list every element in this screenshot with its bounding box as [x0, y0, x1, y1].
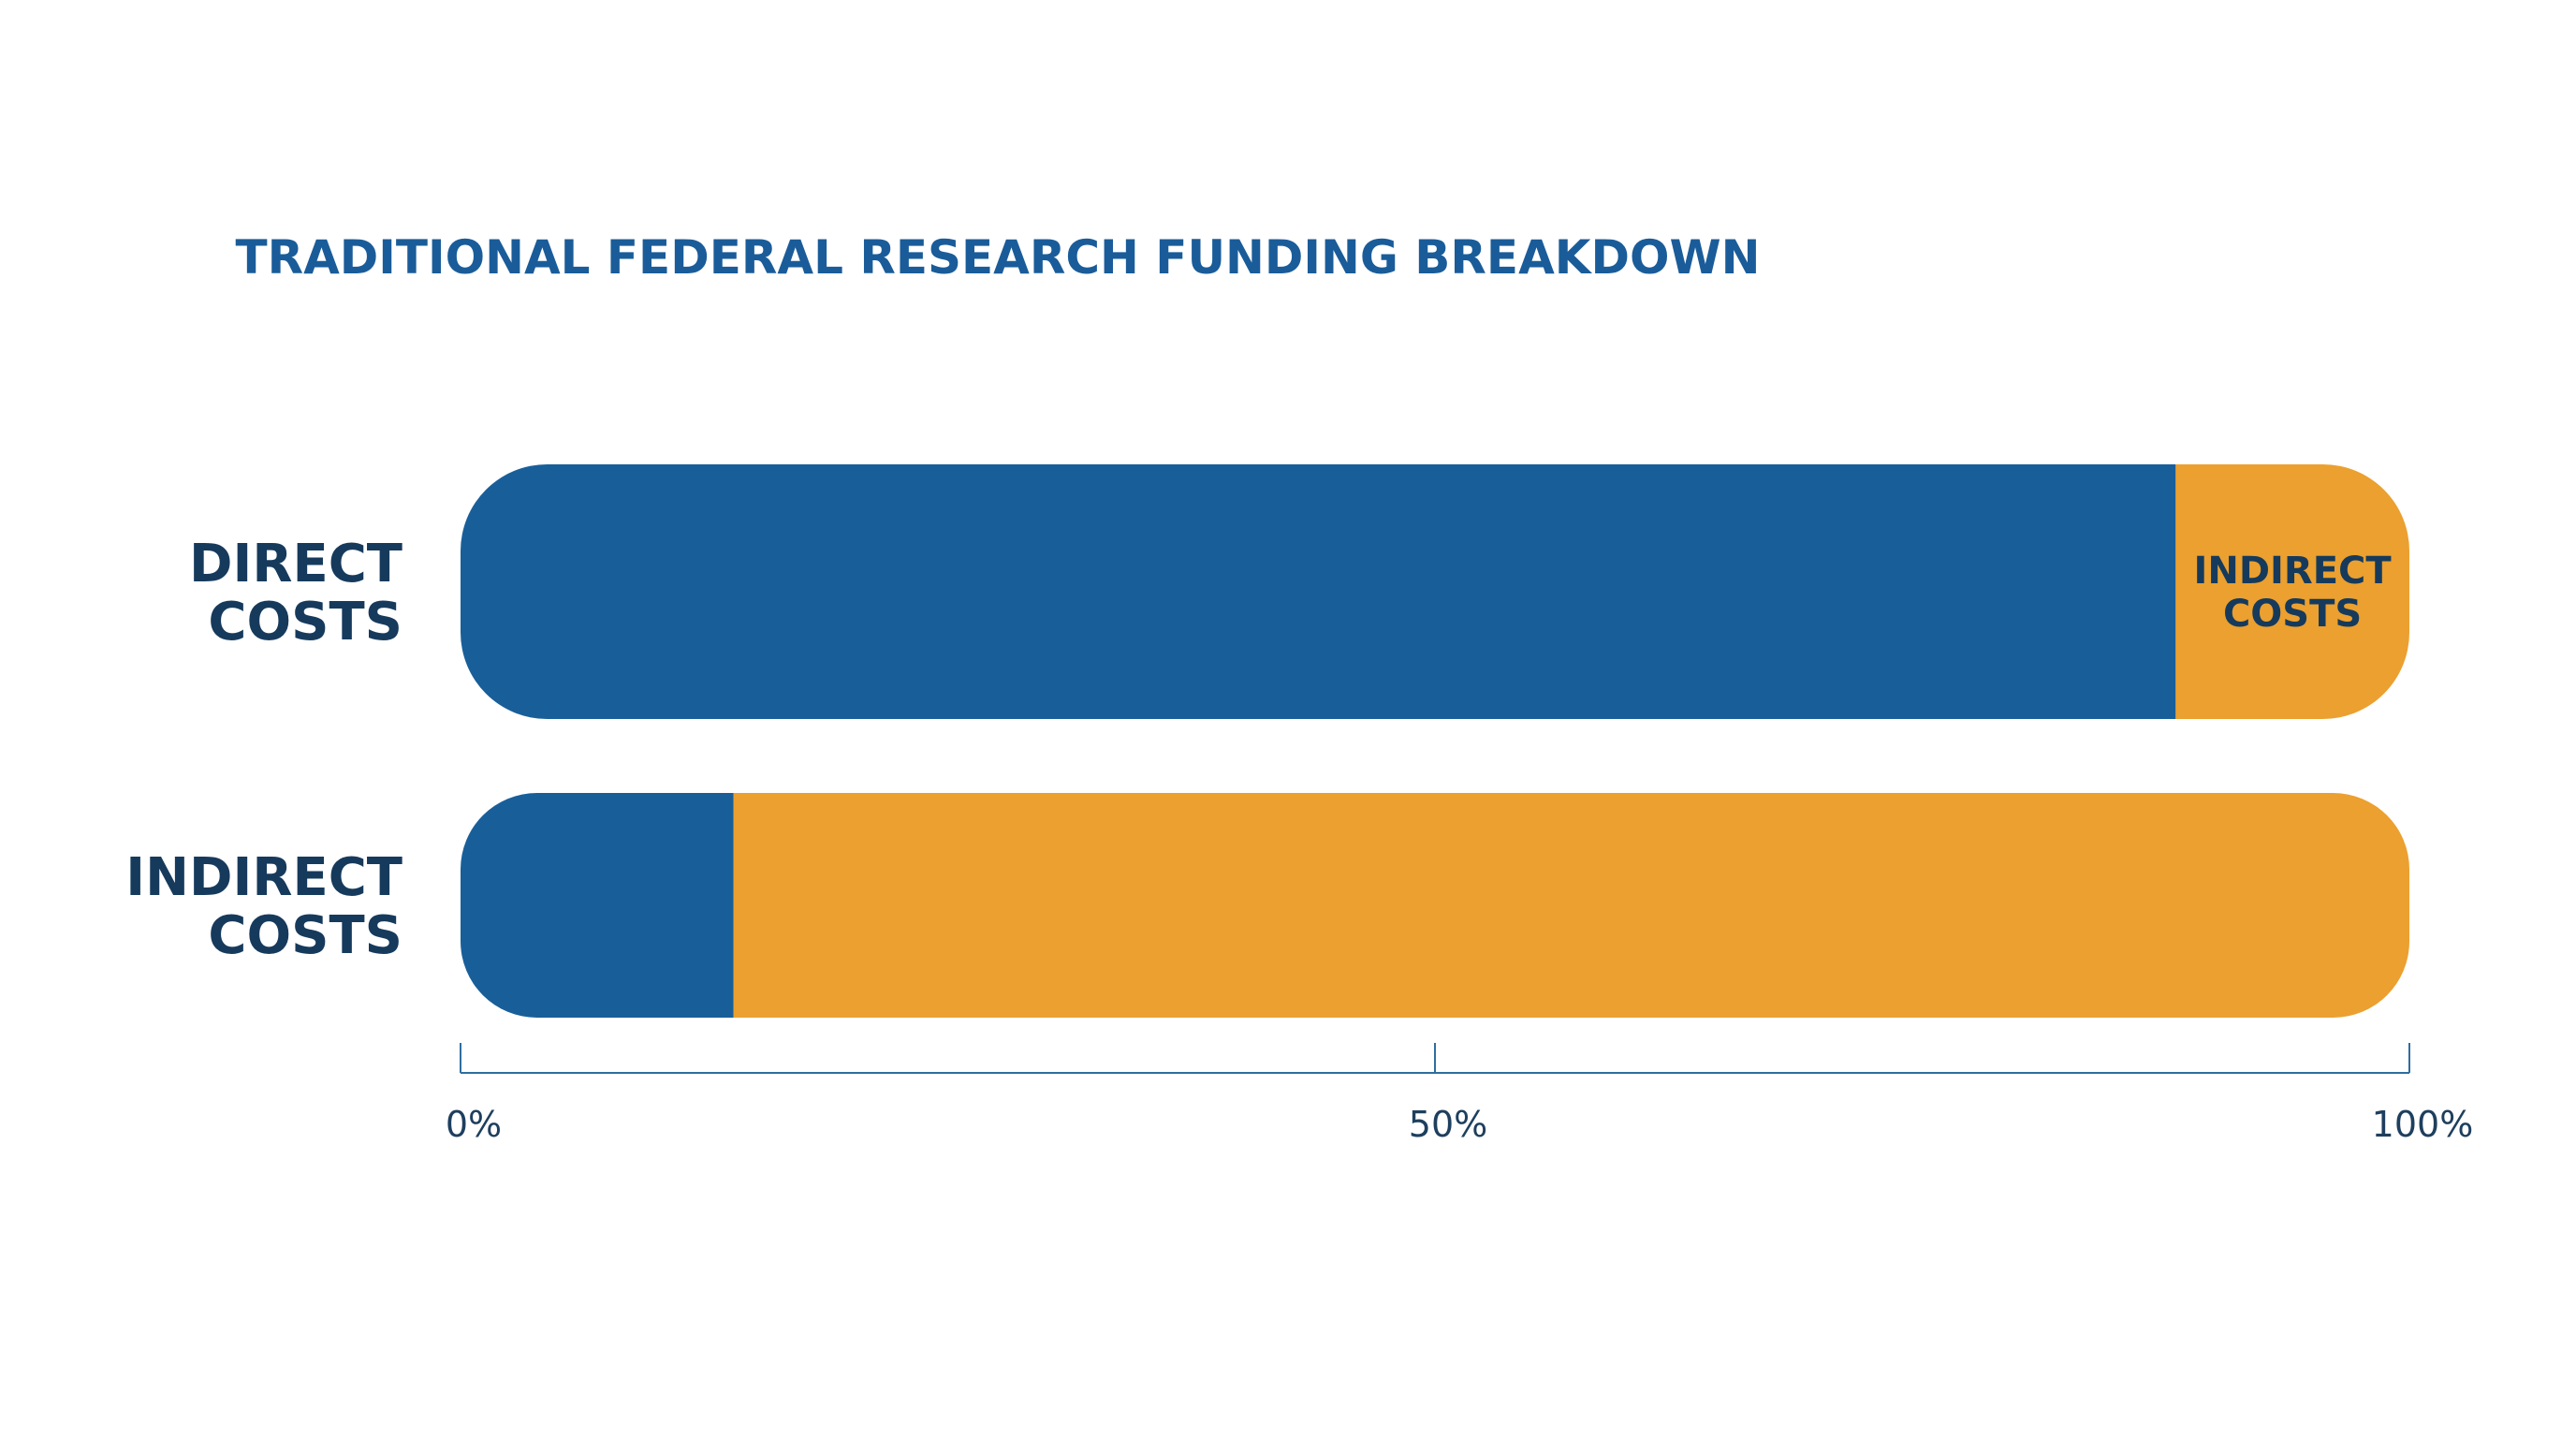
segment-label-row1-series2: INDIRECT COSTS: [2193, 550, 2392, 636]
bar-segment-row1-series1: [461, 464, 2176, 719]
category-label-row-1: DIRECT COSTS: [189, 534, 402, 653]
category-label-line: DIRECT: [189, 534, 402, 594]
segment-label-line: INDIRECT: [2193, 550, 2392, 593]
x-tick-label-1: 0%: [446, 1104, 502, 1145]
bar-row-1: [461, 464, 2409, 719]
segment-label-line: COSTS: [2223, 593, 2362, 636]
bar-row-2: [461, 793, 2409, 1018]
x-tick-label-3: 100%: [2372, 1104, 2474, 1145]
category-label-row-2: INDIRECT COSTS: [125, 847, 402, 966]
x-tick-label-2: 50%: [1409, 1104, 1487, 1145]
category-label-line: COSTS: [208, 592, 402, 653]
bar-segment-row2-series1: [461, 793, 735, 1018]
bar-segment-row2-series2: [733, 793, 2409, 1018]
category-label-line: INDIRECT: [125, 847, 402, 908]
bar-segment-row1-series2: [2175, 464, 2409, 719]
chart-title: TRADITIONAL FEDERAL RESEARCH FUNDING BRE…: [235, 230, 1760, 285]
category-label-line: COSTS: [208, 905, 402, 966]
